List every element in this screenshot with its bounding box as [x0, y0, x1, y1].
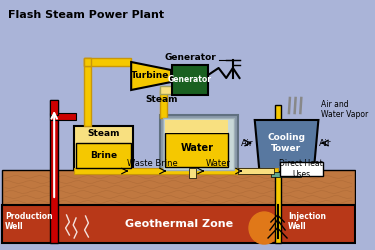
Polygon shape — [131, 62, 171, 90]
Bar — [74, 168, 279, 174]
Text: Steam: Steam — [87, 130, 120, 138]
Text: Flash Steam Power Plant: Flash Steam Power Plant — [8, 10, 164, 20]
Bar — [165, 120, 228, 133]
Text: Injection
Well: Injection Well — [288, 212, 326, 232]
Bar — [84, 58, 91, 126]
Bar — [189, 168, 196, 178]
Text: Waste Brine: Waste Brine — [127, 158, 177, 168]
Circle shape — [249, 212, 279, 244]
Bar — [160, 90, 167, 118]
Text: Cooling
Tower: Cooling Tower — [267, 133, 305, 153]
Bar — [50, 113, 76, 120]
Bar — [2, 205, 354, 243]
Text: Air and
Water Vapor: Air and Water Vapor — [321, 100, 369, 119]
Text: Production
Well: Production Well — [5, 212, 52, 232]
Bar — [238, 168, 274, 174]
Bar — [271, 172, 301, 177]
Text: Generator: Generator — [164, 54, 216, 62]
Bar — [50, 100, 58, 243]
Bar — [164, 118, 234, 170]
Bar — [84, 58, 131, 66]
Text: Water: Water — [180, 143, 213, 153]
Text: Turbine: Turbine — [131, 72, 170, 80]
Bar — [280, 162, 323, 176]
Text: Generator: Generator — [168, 76, 212, 84]
Bar — [50, 100, 58, 115]
Bar — [2, 170, 354, 205]
Text: Water: Water — [206, 158, 231, 168]
Bar — [74, 126, 133, 170]
Bar — [160, 86, 198, 94]
Text: Air: Air — [319, 138, 331, 147]
Text: Direct Heat
Uses: Direct Heat Uses — [279, 159, 323, 179]
Bar — [76, 143, 131, 168]
Polygon shape — [255, 120, 318, 172]
Bar — [84, 58, 91, 66]
Bar — [165, 133, 228, 167]
Text: Air: Air — [241, 138, 254, 147]
Bar — [172, 65, 208, 95]
Bar — [160, 115, 238, 173]
Text: Geothermal Zone: Geothermal Zone — [124, 219, 233, 229]
Text: Brine: Brine — [90, 150, 117, 160]
Text: Steam: Steam — [146, 96, 178, 104]
Bar — [274, 105, 281, 243]
